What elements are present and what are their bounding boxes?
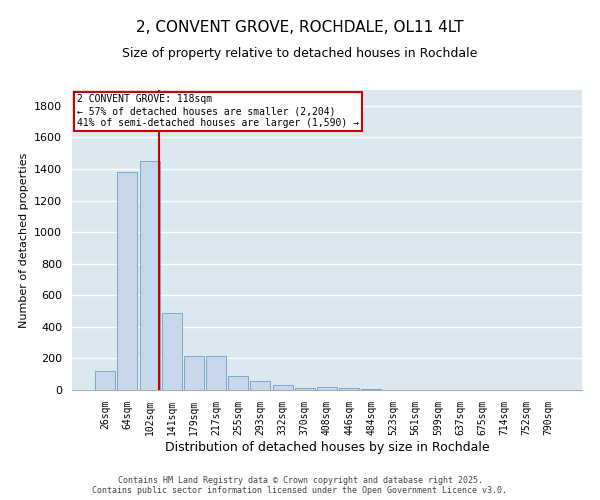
Bar <box>272 386 293 390</box>
Bar <box>184 356 204 390</box>
Bar <box>118 172 137 390</box>
Bar <box>250 380 271 390</box>
Bar <box>206 356 226 390</box>
Bar <box>361 389 382 390</box>
Bar <box>317 387 337 390</box>
Bar <box>228 376 248 390</box>
Bar <box>295 388 315 390</box>
X-axis label: Distribution of detached houses by size in Rochdale: Distribution of detached houses by size … <box>164 440 490 454</box>
Bar <box>162 312 182 390</box>
Bar <box>339 388 359 390</box>
Text: Contains HM Land Registry data © Crown copyright and database right 2025.
Contai: Contains HM Land Registry data © Crown c… <box>92 476 508 495</box>
Bar <box>140 161 160 390</box>
Y-axis label: Number of detached properties: Number of detached properties <box>19 152 29 328</box>
Text: 2 CONVENT GROVE: 118sqm
← 57% of detached houses are smaller (2,204)
41% of semi: 2 CONVENT GROVE: 118sqm ← 57% of detache… <box>77 94 359 128</box>
Bar <box>95 371 115 390</box>
Text: Size of property relative to detached houses in Rochdale: Size of property relative to detached ho… <box>122 48 478 60</box>
Text: 2, CONVENT GROVE, ROCHDALE, OL11 4LT: 2, CONVENT GROVE, ROCHDALE, OL11 4LT <box>136 20 464 35</box>
